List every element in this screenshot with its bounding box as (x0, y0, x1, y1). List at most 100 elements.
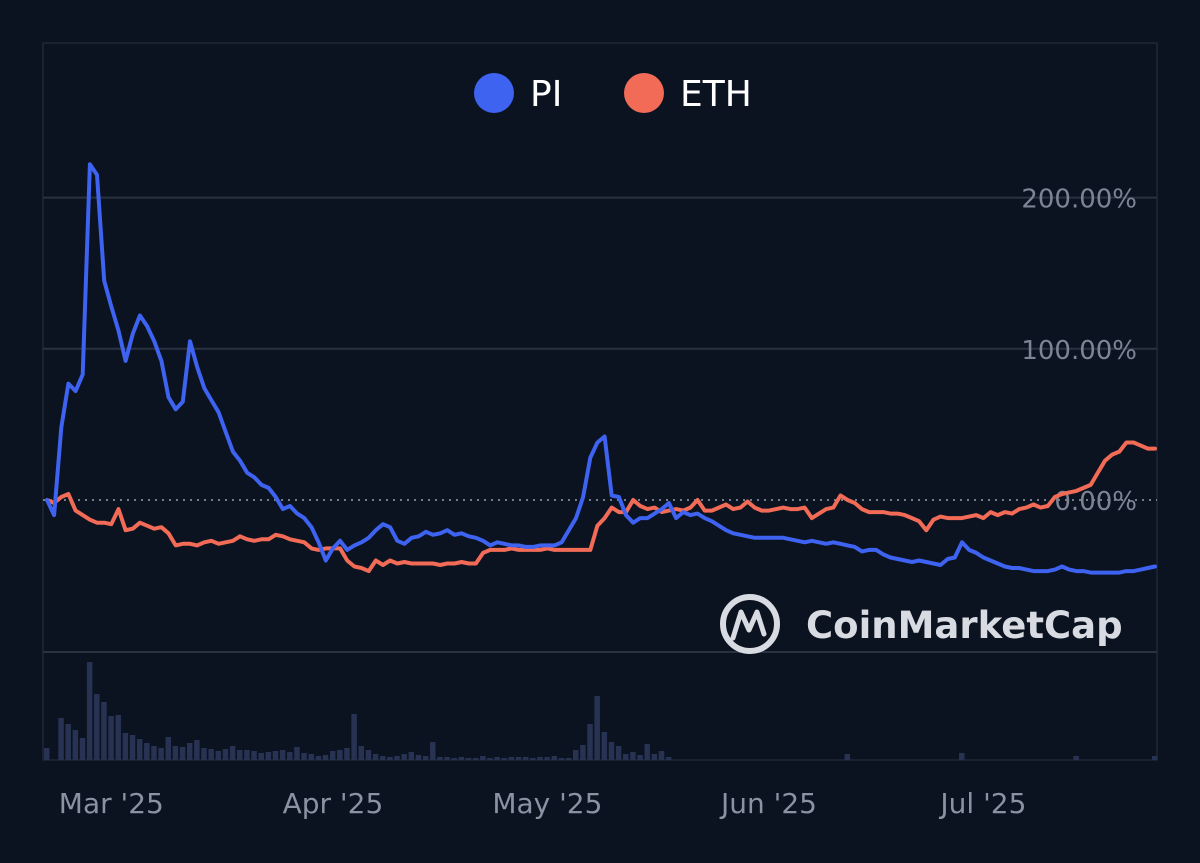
volume-bar (644, 744, 650, 760)
volume-bar (115, 715, 121, 760)
y-tick-label: 100.00% (1021, 336, 1137, 366)
watermark: CoinMarketCap (720, 594, 1123, 654)
coinmarketcap-logo-icon (720, 594, 780, 654)
x-tick-label: Jul '25 (938, 787, 1026, 820)
volume-bar (379, 756, 386, 760)
legend-item-pi[interactable]: PI (474, 73, 562, 115)
volume-bar (544, 757, 550, 760)
x-tick-label: Apr '25 (283, 787, 384, 820)
volume-bar (637, 755, 643, 760)
volume-bar (565, 758, 572, 760)
volume-bar (487, 758, 493, 760)
volume-bar (665, 757, 672, 760)
volume-bar (79, 738, 86, 760)
volume-bar (265, 752, 272, 760)
volume-bar (494, 757, 500, 760)
series-line-pi (45, 162, 1157, 575)
grid-layer (43, 196, 1157, 653)
volume-bar (229, 746, 236, 760)
volume-bar (1073, 756, 1079, 760)
legend-marker-eth (624, 73, 664, 113)
volume-bar (537, 757, 543, 760)
volume-bar (658, 751, 665, 760)
volume-bar (580, 745, 586, 760)
volume-layer (44, 662, 1158, 760)
volume-bar (530, 758, 536, 760)
volume-bar (301, 753, 307, 760)
volume-bar (144, 743, 150, 760)
volume-bar (437, 757, 443, 760)
volume-bar (322, 755, 329, 760)
volume-bar (172, 746, 179, 760)
volume-bar (630, 752, 636, 760)
volume-bar (387, 757, 393, 760)
volume-bar (294, 747, 300, 760)
volume-bar (65, 724, 71, 760)
volume-bar (44, 748, 50, 760)
volume-bar (244, 750, 250, 760)
volume-bar (86, 662, 93, 760)
volume-bar (458, 757, 465, 760)
volume-bar (551, 756, 558, 760)
volume-bar (480, 756, 486, 760)
volume-bar (401, 754, 407, 760)
legend[interactable]: PI ETH (474, 73, 752, 115)
volume-bar (351, 714, 357, 760)
volume-bar (587, 724, 593, 760)
volume-bar (58, 718, 64, 760)
volume-bar (515, 757, 522, 760)
x-tick-label: Jun '25 (719, 787, 817, 820)
volume-bar (465, 758, 472, 760)
volume-bar (251, 751, 257, 760)
volume-bar (422, 756, 429, 760)
series-lines (45, 162, 1157, 575)
volume-bar (608, 742, 615, 760)
legend-item-eth[interactable]: ETH (624, 73, 752, 115)
volume-bar (594, 696, 600, 760)
volume-bar (129, 735, 136, 760)
volume-bar (201, 748, 207, 760)
series-line-eth (45, 440, 1157, 574)
volume-bar (108, 716, 114, 760)
volume-bar (558, 758, 565, 760)
volume-bar (394, 756, 400, 760)
volume-bar (194, 740, 200, 760)
legend-label-pi: PI (530, 74, 562, 115)
volume-bar (615, 746, 622, 760)
volume-bar (258, 753, 264, 760)
volume-bar (165, 737, 172, 760)
volume-bar (522, 757, 529, 760)
volume-bar (472, 758, 479, 760)
y-tick-label: 200.00% (1021, 185, 1137, 215)
volume-bar (215, 751, 222, 760)
x-tick-label: Mar '25 (59, 787, 164, 820)
volume-bar (279, 750, 286, 760)
volume-bar (72, 730, 79, 760)
volume-bar (444, 757, 450, 760)
volume-bar (958, 753, 965, 760)
volume-bar (430, 742, 436, 760)
volume-bar (151, 746, 157, 760)
volume-bar (372, 754, 379, 760)
volume-bar (122, 733, 129, 760)
volume-bar (101, 702, 107, 760)
volume-bar (237, 750, 243, 760)
volume-bar (315, 756, 322, 760)
volume-bar (1152, 756, 1158, 760)
volume-bar (158, 748, 164, 760)
volume-bar (572, 750, 579, 760)
volume-bar (136, 739, 143, 760)
volume-bar (208, 749, 214, 760)
volume-bar (358, 746, 365, 760)
volume-bar (365, 750, 372, 760)
watermark-text: CoinMarketCap (806, 604, 1123, 647)
volume-bar (222, 749, 229, 760)
volume-bar (601, 732, 608, 760)
volume-bar (287, 752, 293, 760)
volume-bar (337, 750, 343, 760)
volume-bar (501, 758, 507, 760)
volume-bar (508, 757, 515, 760)
volume-bar (408, 752, 415, 760)
